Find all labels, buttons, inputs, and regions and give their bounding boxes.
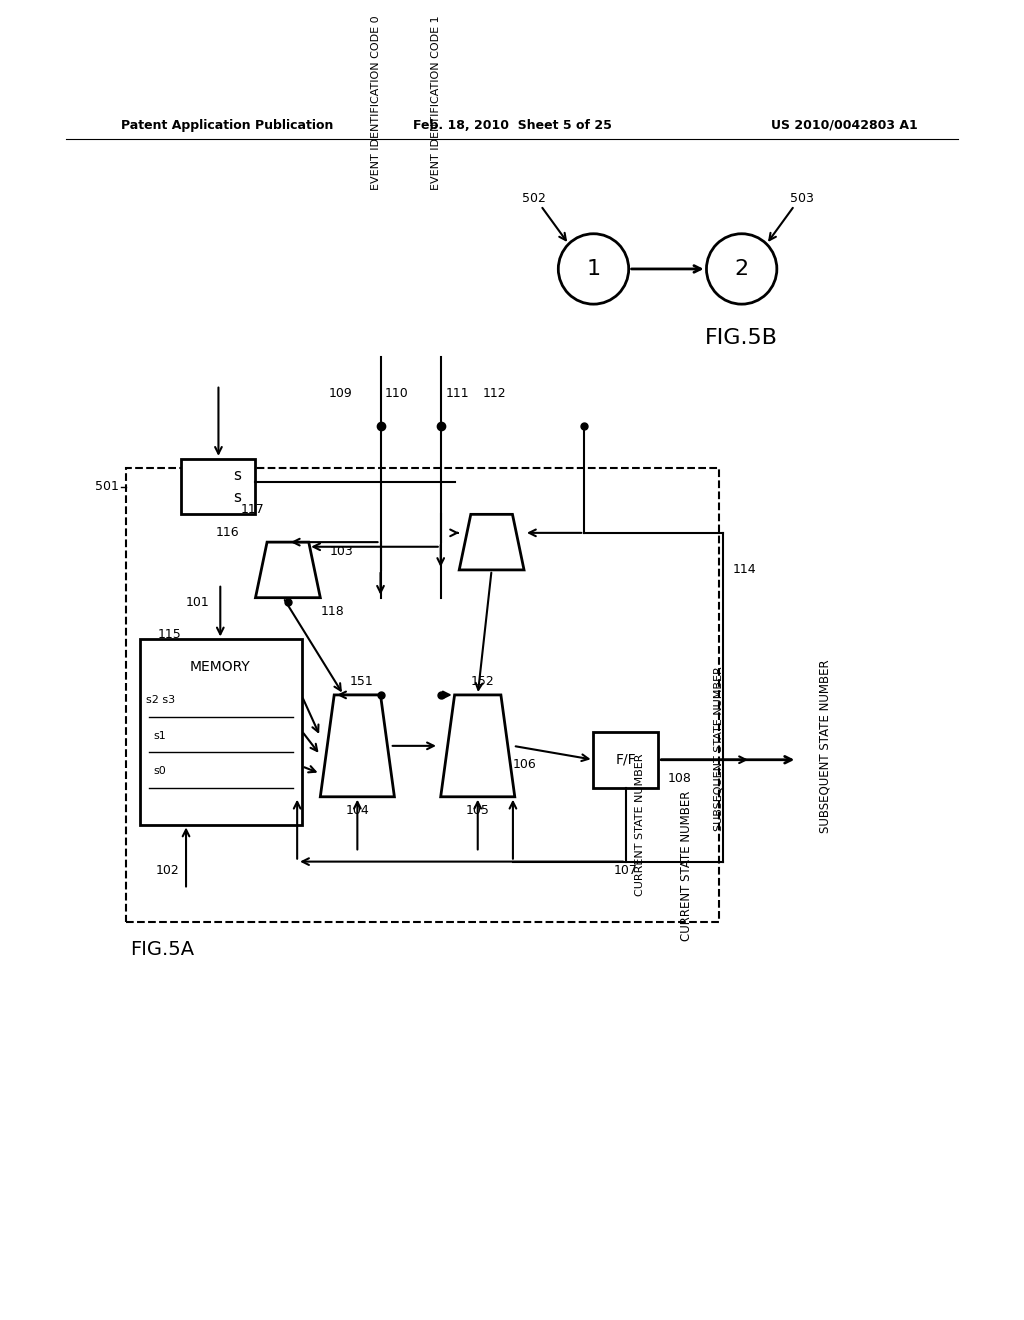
Text: 101: 101 bbox=[185, 595, 209, 609]
Text: 114: 114 bbox=[732, 564, 756, 577]
Text: 118: 118 bbox=[321, 605, 344, 618]
Text: 502: 502 bbox=[522, 193, 546, 205]
Bar bbox=[181, 459, 255, 515]
Bar bbox=[139, 639, 302, 825]
Text: s: s bbox=[233, 469, 241, 483]
Text: 1: 1 bbox=[587, 259, 600, 279]
Text: US 2010/0042803 A1: US 2010/0042803 A1 bbox=[771, 119, 918, 132]
Text: s2 s3: s2 s3 bbox=[145, 696, 175, 705]
Text: MEMORY: MEMORY bbox=[189, 660, 251, 675]
Text: 107: 107 bbox=[614, 865, 638, 878]
Text: CURRENT STATE NUMBER: CURRENT STATE NUMBER bbox=[680, 791, 692, 941]
Text: 106: 106 bbox=[513, 758, 537, 771]
Text: 110: 110 bbox=[385, 388, 409, 400]
Text: 105: 105 bbox=[466, 804, 489, 817]
Text: 112: 112 bbox=[482, 388, 506, 400]
Text: s: s bbox=[233, 490, 241, 506]
Text: 103: 103 bbox=[330, 545, 353, 558]
Text: EVENT IDENTIFICATION CODE 1: EVENT IDENTIFICATION CODE 1 bbox=[431, 16, 441, 190]
Text: Feb. 18, 2010  Sheet 5 of 25: Feb. 18, 2010 Sheet 5 of 25 bbox=[413, 119, 611, 132]
Text: 104: 104 bbox=[345, 804, 370, 817]
Text: 102: 102 bbox=[156, 865, 179, 878]
Text: SUBSEQUENT STATE NUMBER: SUBSEQUENT STATE NUMBER bbox=[818, 659, 831, 833]
Text: SUBSEQUENT STATE NUMBER: SUBSEQUENT STATE NUMBER bbox=[714, 667, 724, 832]
Text: 503: 503 bbox=[790, 193, 813, 205]
Text: FIG.5B: FIG.5B bbox=[705, 329, 777, 348]
Text: Patent Application Publication: Patent Application Publication bbox=[121, 119, 334, 132]
Text: EVENT IDENTIFICATION CODE 0: EVENT IDENTIFICATION CODE 0 bbox=[371, 16, 381, 190]
Text: s1: s1 bbox=[154, 731, 167, 741]
Text: 152: 152 bbox=[470, 675, 495, 688]
Text: 109: 109 bbox=[329, 388, 352, 400]
Text: 115: 115 bbox=[158, 628, 181, 642]
Text: F/F: F/F bbox=[615, 752, 636, 767]
Text: 151: 151 bbox=[350, 675, 374, 688]
Text: 116: 116 bbox=[216, 527, 240, 540]
Text: FIG.5A: FIG.5A bbox=[130, 940, 195, 960]
Text: 501: 501 bbox=[95, 480, 120, 494]
Text: 117: 117 bbox=[241, 503, 265, 516]
Text: 108: 108 bbox=[668, 772, 691, 785]
Text: CURRENT STATE NUMBER: CURRENT STATE NUMBER bbox=[635, 754, 645, 896]
Bar bbox=[594, 733, 658, 788]
Text: 111: 111 bbox=[445, 388, 469, 400]
Text: s0: s0 bbox=[154, 766, 167, 776]
Text: 2: 2 bbox=[734, 259, 749, 279]
Bar bbox=[126, 469, 719, 921]
